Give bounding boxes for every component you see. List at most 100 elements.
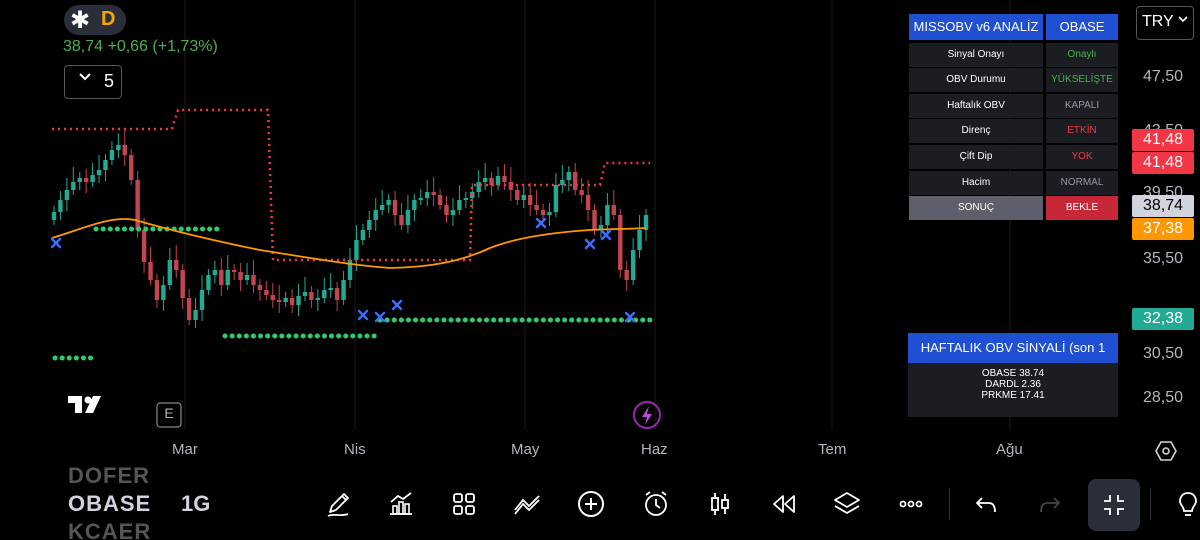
candle-body [527,195,533,205]
candle-body [392,200,398,215]
table-row-value: ETKİN [1046,119,1118,143]
candle-body [315,298,321,300]
alarm-icon[interactable] [640,488,672,520]
candle-body [573,172,578,190]
time-axis-label: May [511,441,540,458]
candle-body [90,175,95,182]
candle-body [515,190,520,200]
weekly-line: DARDL 2.36 [985,379,1041,390]
plus-circle-icon[interactable] [575,488,607,520]
chevron-down-icon [78,69,92,86]
candle-body [553,185,559,212]
candle-body [534,205,539,210]
candle-body [367,220,372,230]
candle-body [624,270,629,280]
support-lines [52,226,653,361]
more-icon[interactable] [895,488,927,520]
symbol-name[interactable]: OBASE [68,491,152,516]
bulb-icon[interactable] [1172,488,1200,520]
table-result-label: SONUÇ [909,196,1043,220]
candle-body [560,180,565,185]
layers-icon[interactable] [831,488,863,520]
replay-icon[interactable] [768,488,800,520]
candle-body [637,230,642,250]
price-tag: 37,38 [1132,218,1194,240]
candle-body [302,292,308,296]
candle-body [77,178,82,182]
price-axis-label: 35,50 [1143,250,1184,267]
time-axis-label: Mar [172,441,198,458]
collapse-icon[interactable] [1098,489,1130,521]
candle-body [103,160,108,170]
symbol-chip[interactable] [64,5,126,35]
indicators-icon[interactable] [385,488,417,520]
candles-icon[interactable] [704,488,736,520]
candle-body [334,288,340,300]
candle-body [322,290,327,298]
symbol-next[interactable]: KCAER [68,519,152,540]
price-tag: 41,48 [1132,129,1194,151]
candle-body [425,192,430,198]
candle-body [618,215,623,270]
candle-body [58,200,63,212]
lightning-icon[interactable] [633,401,661,429]
candle-body [643,215,649,230]
candle-body [309,292,314,300]
candle-body [264,290,269,295]
candle-body [219,270,224,285]
collapse-button[interactable] [1088,479,1140,531]
candle-body [231,270,237,272]
candle-body [225,270,230,285]
candle-body [154,280,160,300]
signal-markers [50,217,636,323]
symbol-prev[interactable]: DOFER [68,463,150,488]
drawing-icon[interactable] [511,488,543,520]
candle-body [174,260,179,270]
weekly-line: PRKME 17.41 [981,390,1045,401]
candle-body [399,215,404,225]
candle-body [206,275,211,290]
candle-body [64,190,70,200]
candle-body [579,190,584,195]
redo-icon[interactable] [1034,488,1066,520]
candle-body [167,260,173,285]
candle-body [450,210,456,215]
grid-icon[interactable] [448,488,480,520]
candle-body [199,290,205,310]
table-row-value: YÜKSELİŞTE [1046,68,1118,92]
candle-body [482,178,488,182]
settings-hex-icon[interactable] [1155,440,1177,467]
interval-label[interactable]: 1G [181,491,211,516]
table-row-value: YOK [1046,145,1118,169]
table-row-value: KAPALI [1046,94,1118,118]
candle-body [360,230,366,240]
table-row-label: Hacim [909,171,1043,195]
table-row-label: Direnç [909,119,1043,143]
table-row-value: Onaylı [1046,43,1118,67]
pencil-icon[interactable] [322,488,354,520]
indicators-toggle[interactable] [64,65,122,99]
candle-body [592,210,597,230]
candle-body [521,195,526,200]
candle-body [277,300,282,302]
price-tag-current: 38,74 [1132,195,1194,217]
candle-body [444,205,449,215]
earnings-badge[interactable]: E [164,405,174,421]
toolbar-divider [949,488,950,520]
candle-body [193,310,198,320]
price-tag: 32,38 [1132,308,1194,330]
candle-body [412,200,417,210]
candle-body [71,182,76,190]
candle-body [502,176,507,182]
candle-body [141,230,147,262]
price-tag: 41,48 [1132,152,1194,174]
asterisk-icon[interactable]: ✱ [70,6,91,34]
candle-body [476,182,481,192]
candle-body [122,145,127,155]
candle-body [495,176,501,185]
time-axis-label: Haz [641,441,668,458]
table-row-label: OBV Durumu [909,68,1043,92]
undo-icon[interactable] [970,488,1002,520]
candlestick-series [51,130,649,328]
currency-button[interactable] [1136,6,1194,40]
